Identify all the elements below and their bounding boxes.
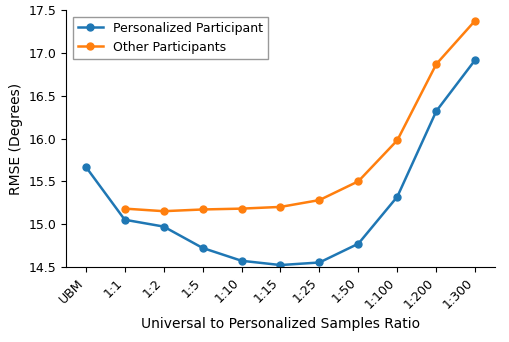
- Other Participants: [238, 207, 244, 211]
- Other Participants: [471, 18, 477, 23]
- Personalized Participant: [393, 195, 400, 199]
- Other Participants: [355, 179, 361, 183]
- Personalized Participant: [122, 218, 128, 222]
- Personalized Participant: [316, 260, 322, 264]
- Other Participants: [199, 207, 205, 211]
- X-axis label: Universal to Personalized Samples Ratio: Universal to Personalized Samples Ratio: [140, 317, 419, 331]
- Legend: Personalized Participant, Other Participants: Personalized Participant, Other Particip…: [72, 16, 267, 59]
- Personalized Participant: [432, 109, 438, 113]
- Personalized Participant: [160, 225, 166, 229]
- Personalized Participant: [199, 246, 205, 250]
- Other Participants: [122, 207, 128, 211]
- Other Participants: [393, 138, 400, 142]
- Personalized Participant: [82, 165, 89, 169]
- Personalized Participant: [355, 241, 361, 246]
- Personalized Participant: [277, 263, 283, 267]
- Y-axis label: RMSE (Degrees): RMSE (Degrees): [9, 82, 23, 195]
- Personalized Participant: [238, 259, 244, 263]
- Line: Other Participants: Other Participants: [121, 17, 478, 215]
- Other Participants: [316, 198, 322, 202]
- Other Participants: [432, 62, 438, 66]
- Line: Personalized Participant: Personalized Participant: [82, 56, 478, 268]
- Other Participants: [277, 205, 283, 209]
- Personalized Participant: [471, 58, 477, 62]
- Other Participants: [160, 209, 166, 213]
